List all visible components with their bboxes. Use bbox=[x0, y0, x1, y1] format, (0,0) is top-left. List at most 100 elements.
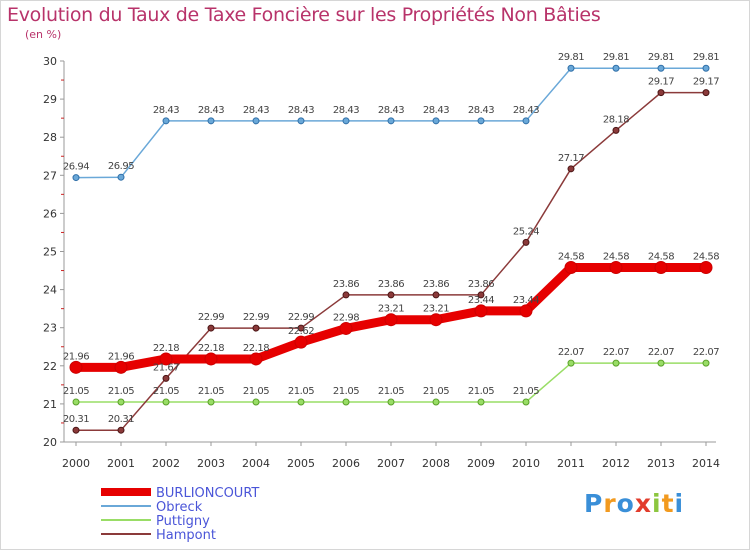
data-label-puttigny: 22.07 bbox=[648, 347, 674, 358]
data-label-burlioncourt: 22.62 bbox=[288, 326, 314, 337]
y-tick-label: 30 bbox=[43, 55, 57, 68]
data-point-obreck bbox=[387, 117, 395, 125]
x-tick-label: 2001 bbox=[107, 457, 135, 470]
data-label-puttigny: 22.07 bbox=[603, 347, 629, 358]
logo-letter: i bbox=[652, 489, 662, 518]
data-label-burlioncourt: 23.44 bbox=[513, 295, 539, 306]
data-point-hampont bbox=[477, 291, 485, 299]
data-label-burlioncourt: 22.18 bbox=[198, 343, 224, 354]
data-label-puttigny: 21.05 bbox=[108, 386, 134, 397]
data-point-obreck bbox=[297, 117, 305, 125]
data-point-hampont bbox=[342, 291, 350, 299]
data-label-burlioncourt: 22.18 bbox=[153, 343, 179, 354]
data-point-hampont bbox=[567, 165, 575, 173]
data-point-burlioncourt bbox=[609, 261, 623, 275]
data-point-hampont bbox=[117, 426, 125, 434]
data-label-burlioncourt: 23.21 bbox=[423, 304, 449, 315]
data-label-burlioncourt: 24.58 bbox=[648, 252, 674, 263]
data-point-hampont bbox=[522, 238, 530, 246]
proxiti-logo: Proxiti bbox=[584, 489, 684, 518]
data-point-hampont bbox=[612, 126, 620, 134]
y-tick-label: 23 bbox=[43, 322, 57, 335]
data-label-hampont: 22.99 bbox=[198, 312, 224, 323]
data-point-puttigny bbox=[342, 398, 350, 406]
data-point-hampont bbox=[432, 291, 440, 299]
data-point-burlioncourt bbox=[69, 360, 83, 374]
x-tick-label: 2014 bbox=[692, 457, 720, 470]
legend-label-hampont: Hampont bbox=[156, 528, 216, 543]
data-point-puttigny bbox=[207, 398, 215, 406]
data-label-burlioncourt: 23.44 bbox=[468, 295, 494, 306]
data-label-obreck: 28.43 bbox=[468, 105, 494, 116]
data-label-obreck: 29.81 bbox=[693, 52, 719, 63]
data-point-burlioncourt bbox=[699, 261, 713, 275]
logo-letter: P bbox=[584, 489, 604, 518]
data-point-burlioncourt bbox=[114, 360, 128, 374]
y-tick-label: 25 bbox=[43, 246, 57, 259]
data-label-puttigny: 21.05 bbox=[63, 386, 89, 397]
data-label-burlioncourt: 24.58 bbox=[558, 252, 584, 263]
x-tick-label: 2013 bbox=[647, 457, 675, 470]
y-tick-label: 28 bbox=[43, 131, 57, 144]
data-label-hampont: 25.24 bbox=[513, 226, 539, 237]
x-tick-label: 2012 bbox=[602, 457, 630, 470]
data-label-hampont: 23.86 bbox=[423, 279, 449, 290]
data-label-obreck: 28.43 bbox=[153, 105, 179, 116]
data-label-burlioncourt: 24.58 bbox=[603, 252, 629, 263]
data-label-puttigny: 21.05 bbox=[468, 386, 494, 397]
data-point-puttigny bbox=[72, 398, 80, 406]
data-label-obreck: 28.43 bbox=[513, 105, 539, 116]
data-label-obreck: 29.81 bbox=[558, 52, 584, 63]
data-point-hampont bbox=[297, 324, 305, 332]
data-label-hampont: 27.17 bbox=[558, 153, 584, 164]
data-label-obreck: 28.43 bbox=[198, 105, 224, 116]
data-label-hampont: 29.17 bbox=[648, 77, 674, 88]
logo-letter: i bbox=[674, 489, 685, 518]
data-point-puttigny bbox=[477, 398, 485, 406]
data-label-puttigny: 22.07 bbox=[693, 347, 719, 358]
x-tick-label: 2006 bbox=[332, 457, 360, 470]
data-point-hampont bbox=[387, 291, 395, 299]
data-label-obreck: 28.43 bbox=[288, 105, 314, 116]
data-point-hampont bbox=[657, 89, 665, 97]
data-point-obreck bbox=[702, 64, 710, 72]
data-point-burlioncourt bbox=[474, 304, 488, 318]
data-label-obreck: 26.95 bbox=[108, 161, 134, 172]
data-label-puttigny: 21.05 bbox=[288, 386, 314, 397]
y-tick-label: 26 bbox=[43, 207, 57, 220]
data-point-burlioncourt bbox=[339, 321, 353, 335]
data-label-puttigny: 22.07 bbox=[558, 347, 584, 358]
data-point-obreck bbox=[117, 173, 125, 181]
y-tick-label: 29 bbox=[43, 93, 57, 106]
y-tick-label: 24 bbox=[43, 284, 57, 297]
x-tick-label: 2003 bbox=[197, 457, 225, 470]
data-point-burlioncourt bbox=[204, 352, 218, 366]
data-point-obreck bbox=[477, 117, 485, 125]
logo-letter: r bbox=[603, 489, 617, 518]
y-axis-unit: (en %) bbox=[25, 28, 62, 41]
data-label-hampont: 20.31 bbox=[63, 414, 89, 425]
x-tick-label: 2005 bbox=[287, 457, 315, 470]
data-point-puttigny bbox=[522, 398, 530, 406]
x-tick-label: 2009 bbox=[467, 457, 495, 470]
data-point-obreck bbox=[342, 117, 350, 125]
data-point-obreck bbox=[522, 117, 530, 125]
data-label-hampont: 23.86 bbox=[333, 279, 359, 290]
data-label-burlioncourt: 21.96 bbox=[108, 351, 134, 362]
data-label-hampont: 23.86 bbox=[378, 279, 404, 290]
data-point-puttigny bbox=[387, 398, 395, 406]
logo-letter: o bbox=[616, 489, 635, 518]
data-label-hampont: 29.17 bbox=[693, 77, 719, 88]
data-point-hampont bbox=[162, 374, 170, 382]
data-point-puttigny bbox=[297, 398, 305, 406]
data-point-puttigny bbox=[162, 398, 170, 406]
data-point-burlioncourt bbox=[159, 352, 173, 366]
legend-label-puttigny: Puttigny bbox=[156, 514, 210, 529]
data-point-obreck bbox=[252, 117, 260, 125]
x-tick-label: 2011 bbox=[557, 457, 585, 470]
y-tick-label: 21 bbox=[43, 398, 57, 411]
data-label-hampont: 22.99 bbox=[288, 312, 314, 323]
data-label-obreck: 28.43 bbox=[333, 105, 359, 116]
data-point-burlioncourt bbox=[384, 313, 398, 327]
